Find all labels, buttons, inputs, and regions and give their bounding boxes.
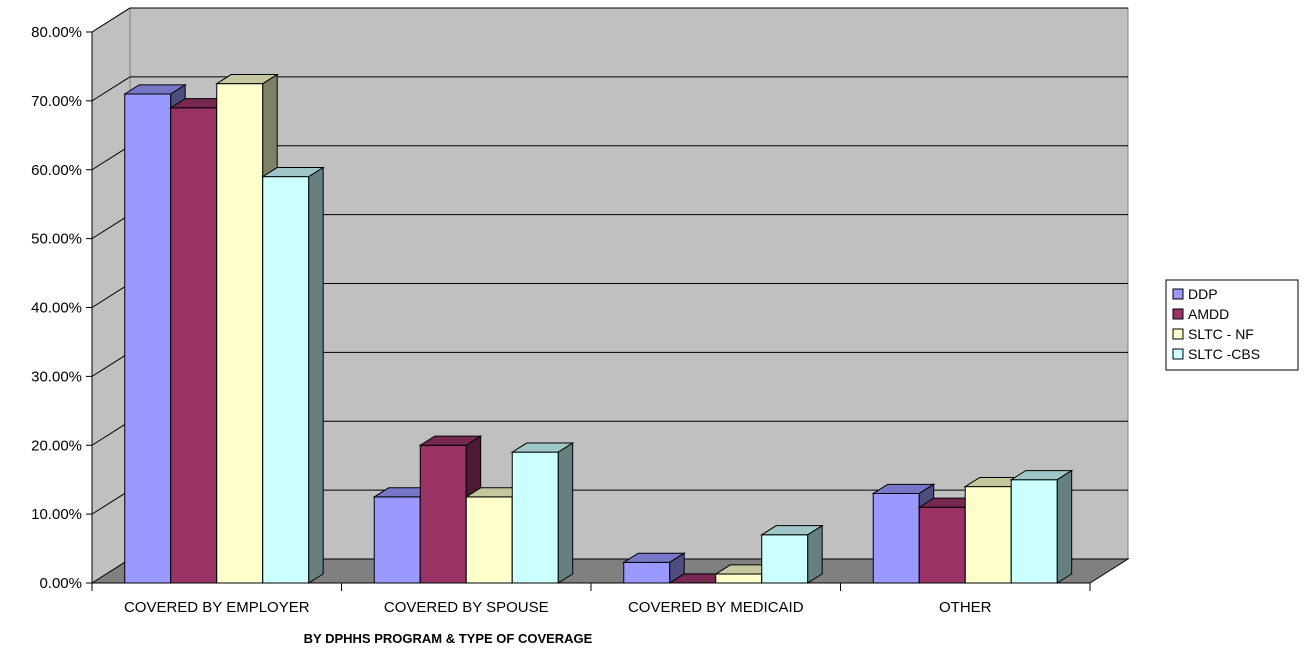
bar-front [872, 492, 920, 584]
bar-side [807, 524, 823, 584]
legend-label: AMDD [1188, 306, 1229, 322]
x-axis-title: BY DPHHS PROGRAM & TYPE OF COVERAGE [304, 631, 593, 646]
category-label: COVERED BY EMPLOYER [124, 599, 310, 616]
y-tick-label: 40.00% [31, 300, 82, 317]
bars [123, 73, 1074, 584]
legend-label: SLTC - NF [1188, 326, 1254, 342]
bar [510, 442, 575, 584]
bar-front [419, 444, 467, 584]
gridline-side [91, 145, 131, 171]
legend-swatch [1172, 348, 1184, 360]
gridline-side [91, 420, 131, 446]
y-tick-label: 80.00% [31, 24, 82, 41]
legend-swatch [1172, 328, 1184, 340]
bar-front [216, 83, 264, 584]
gridline-side [91, 489, 131, 515]
bar [622, 552, 686, 584]
axes: 0.00% 10.00% 20.00% 30.00% 40.00% 50.00% 60.00… [31, 24, 1091, 616]
gridline-side [91, 7, 131, 33]
legend-swatch [1172, 288, 1184, 300]
legend-item: DDP [1172, 286, 1218, 302]
bar-front [715, 573, 763, 584]
legend-box [1165, 279, 1299, 371]
legend-label: DDP [1188, 286, 1218, 302]
y-tick-label: 50.00% [31, 231, 82, 248]
bar-front [465, 496, 513, 584]
y-tick-label: 30.00% [31, 368, 82, 385]
y-tick-label: 10.00% [31, 506, 82, 523]
legend-item: AMDD [1172, 306, 1229, 322]
legend-item: SLTC -CBS [1172, 346, 1260, 362]
bar-side [308, 166, 324, 584]
category-label: OTHER [939, 599, 992, 616]
gridline-side [91, 283, 131, 308]
legend-item: SLTC - NF [1172, 326, 1254, 342]
bar-front [170, 107, 218, 584]
bar-front [511, 451, 559, 584]
bar-front [124, 93, 172, 584]
bar-front [1010, 479, 1058, 584]
y-tick-label: 20.00% [31, 437, 82, 454]
bar-front [918, 506, 966, 584]
bar-front [964, 486, 1012, 584]
bar-side [1056, 469, 1073, 584]
legend-label: SLTC -CBS [1188, 346, 1260, 362]
gridline-side [91, 76, 131, 102]
gridline-side [91, 351, 131, 377]
y-tick-label: 60.00% [31, 162, 82, 179]
y-tick-label: 0.00% [39, 575, 82, 592]
bar [1009, 469, 1074, 584]
bar [760, 524, 824, 584]
legend-swatch [1172, 308, 1184, 320]
bar-front [262, 176, 310, 584]
legend: DDP AMDD SLTC - NF SLTC -CBS [1165, 279, 1299, 371]
bar-front [373, 496, 421, 584]
gridline-side [91, 214, 131, 240]
bar [261, 166, 325, 584]
bar-front [623, 561, 671, 584]
category-label: COVERED BY MEDICAID [628, 599, 804, 616]
bar-front [761, 534, 809, 584]
bar-side [557, 442, 574, 584]
y-tick-label: 70.00% [31, 93, 82, 110]
category-label: COVERED BY SPOUSE [384, 599, 549, 616]
